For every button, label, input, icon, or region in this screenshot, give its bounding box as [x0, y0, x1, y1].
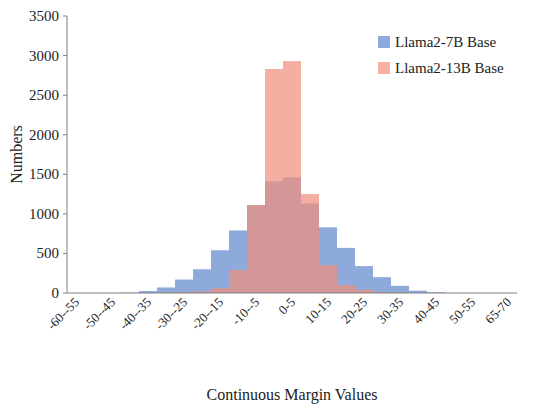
- legend-swatch: [378, 62, 390, 74]
- x-axis-title: Continuous Margin Values: [207, 386, 378, 404]
- y-tick: [63, 16, 67, 17]
- chart-svg: 0 500 1000 1500 2000 2500 3000 3500 -60--55-50--…: [0, 0, 540, 414]
- bar: [229, 270, 247, 293]
- y-tick-label: 1000: [29, 206, 59, 222]
- bar: [319, 227, 337, 293]
- y-tick: [63, 213, 67, 214]
- y-tick-label: 2000: [29, 127, 59, 143]
- x-tick-label: 10-15: [302, 295, 334, 327]
- legend-label: Llama2-13B Base: [395, 60, 504, 76]
- y-tick-label: 0: [52, 285, 60, 301]
- legend: Llama2-7B Base Llama2-13B Base: [378, 34, 504, 76]
- y-tick-label: 3000: [29, 48, 59, 64]
- bar: [337, 285, 355, 293]
- y-tick: [63, 134, 67, 135]
- bar: [373, 277, 391, 293]
- bar: [337, 248, 355, 293]
- y-tick: [63, 55, 67, 56]
- x-tick-label: 40-45: [410, 295, 442, 327]
- x-tick-label: 20-25: [338, 295, 370, 327]
- x-tick-label: -40--35: [116, 295, 154, 333]
- y-tick: [63, 253, 67, 254]
- x-tick-label: 50-55: [446, 295, 478, 327]
- x-axis-line: [67, 293, 517, 294]
- bar: [355, 266, 373, 293]
- x-tick-label: 65-70: [482, 295, 514, 327]
- legend-label: Llama2-7B Base: [395, 34, 497, 50]
- bar: [265, 69, 283, 293]
- bar: [193, 269, 211, 293]
- x-tick-label: -30--25: [152, 295, 190, 333]
- x-tick-label: -50--45: [80, 295, 118, 333]
- bar: [319, 265, 337, 293]
- bar: [391, 286, 409, 293]
- y-axis-title: Numbers: [8, 125, 25, 184]
- bar: [175, 280, 193, 293]
- bar: [211, 250, 229, 293]
- y-tick-label: 1500: [29, 166, 59, 182]
- x-tick-label: -10--5: [229, 295, 263, 329]
- x-tick-label: -60--55: [44, 295, 82, 333]
- bar: [283, 61, 301, 293]
- legend-swatch: [378, 36, 390, 48]
- bar: [157, 287, 175, 293]
- bars: [121, 61, 445, 293]
- x-tick-label: -20--15: [188, 295, 226, 333]
- x-tick-label: 0-5: [275, 295, 298, 318]
- bar: [247, 205, 265, 293]
- y-tick-label: 2500: [29, 87, 59, 103]
- bar: [247, 205, 265, 293]
- y-tick: [63, 174, 67, 175]
- bar: [211, 288, 229, 293]
- y-tick: [63, 95, 67, 96]
- series-bars: [157, 61, 409, 293]
- x-tick-label: 30-35: [374, 295, 406, 327]
- bar: [301, 194, 319, 293]
- bar: [229, 230, 247, 293]
- y-tick: [63, 293, 67, 294]
- y-axis-line: [67, 16, 68, 293]
- y-tick-label: 3500: [29, 8, 59, 24]
- chart-container: 0 500 1000 1500 2000 2500 3000 3500 -60--55-50--…: [0, 0, 540, 414]
- y-tick-label: 500: [37, 245, 60, 261]
